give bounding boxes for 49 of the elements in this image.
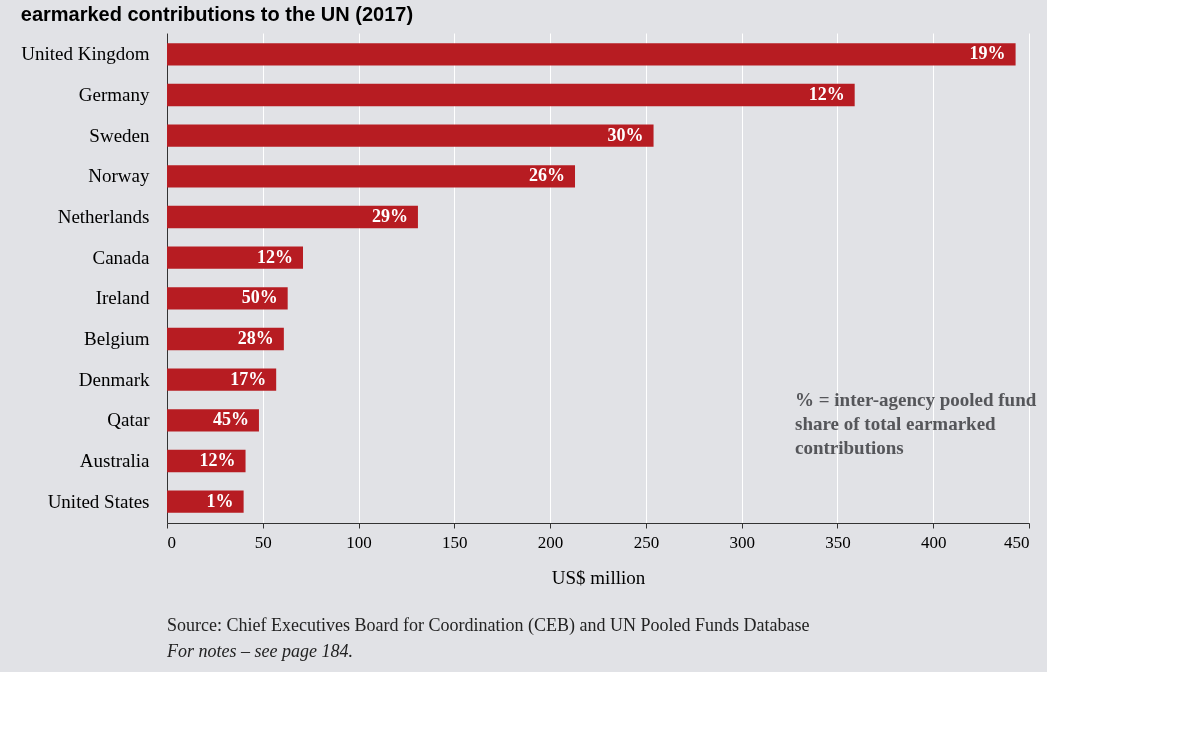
- text: For notes – see page 184.: [166, 641, 353, 661]
- bar: [167, 43, 1016, 66]
- x-tick-label: 450: [1004, 532, 1030, 552]
- x-tick-label: 200: [537, 532, 564, 552]
- bar: [167, 368, 277, 391]
- y-tick-label: Australia: [79, 449, 151, 471]
- x-tick-label: 400: [920, 532, 947, 552]
- annotation: 17%: [230, 368, 267, 389]
- y-tick-label: Norway: [88, 165, 150, 187]
- y-tick-label: Sweden: [89, 124, 150, 146]
- bar: [167, 124, 654, 147]
- y-tick-label: Netherlands: [57, 206, 150, 227]
- y-tick-label: Belgium: [84, 328, 150, 349]
- y-tick-label: Ireland: [95, 287, 150, 309]
- x-tick-label: 350: [825, 532, 851, 552]
- chart-title: earmarked contributions to the UN (2017): [20, 3, 414, 25]
- bar: [167, 165, 576, 188]
- y-tick-label: Germany: [78, 84, 150, 106]
- annotation: 1%: [206, 490, 234, 511]
- y-tick-label: Canada: [92, 246, 151, 268]
- y-tick-label: Qatar: [107, 409, 151, 431]
- bar: [167, 246, 303, 269]
- annotation: 12%: [199, 449, 236, 470]
- annotation: 12%: [808, 84, 845, 105]
- x-tick-label: 250: [633, 532, 660, 552]
- annotation: 45%: [212, 409, 249, 430]
- x-tick-label: 100: [346, 532, 372, 552]
- y-tick-label: United States: [47, 490, 150, 512]
- x-tick-label: 150: [442, 532, 468, 552]
- x-axis-title: US$ million: [551, 566, 646, 588]
- x-tick-label: 50: [254, 532, 272, 552]
- annotation: 19%: [969, 43, 1006, 64]
- bar: [167, 490, 244, 513]
- bar: [167, 409, 259, 432]
- x-tick-label: 300: [729, 532, 755, 552]
- bar: [167, 287, 288, 310]
- source-note: Source: Chief Executives Board for Coordination (CEB) and UN Pooled Funds Database: [167, 615, 810, 636]
- bar: [167, 205, 418, 229]
- annotation: 26%: [529, 165, 566, 186]
- y-tick-label: United Kingdom: [21, 43, 150, 65]
- annotation: 28%: [237, 328, 274, 348]
- annotation: 50%: [241, 287, 278, 308]
- annotation: 12%: [257, 246, 293, 267]
- x-tick-label: 0: [167, 532, 176, 552]
- annotation: 29%: [371, 206, 408, 226]
- bar: [167, 83, 855, 107]
- annotation: 30%: [607, 124, 644, 145]
- y-tick-label: Denmark: [78, 368, 150, 390]
- annotation: % = inter-agency pooled fund share of total earmarked contributions: [795, 389, 1037, 458]
